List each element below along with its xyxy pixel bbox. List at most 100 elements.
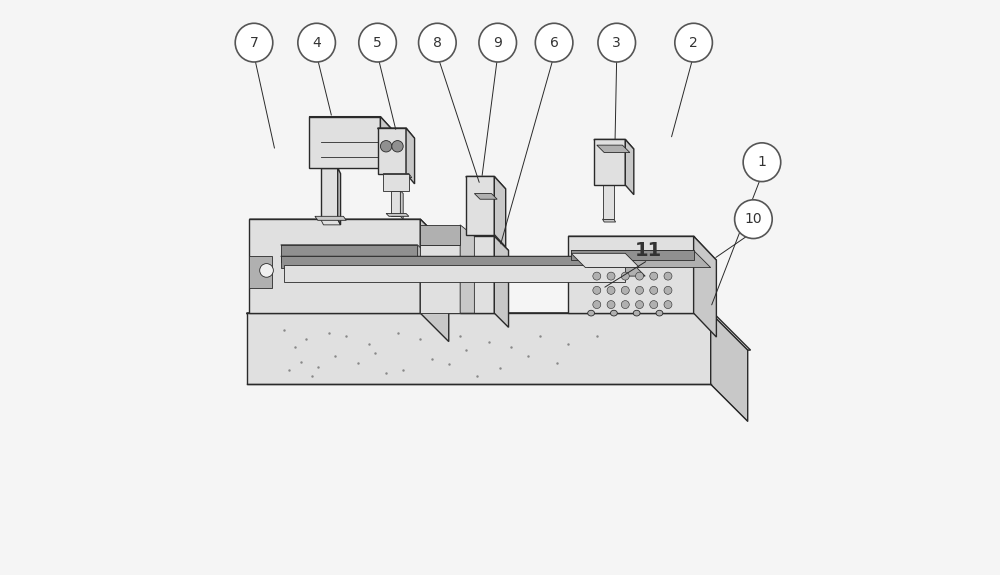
Polygon shape bbox=[594, 140, 634, 149]
Polygon shape bbox=[594, 140, 625, 185]
Ellipse shape bbox=[656, 310, 663, 316]
Polygon shape bbox=[391, 191, 400, 216]
Ellipse shape bbox=[298, 23, 335, 62]
Polygon shape bbox=[338, 168, 341, 225]
Polygon shape bbox=[420, 245, 460, 313]
Circle shape bbox=[664, 258, 672, 266]
Polygon shape bbox=[247, 313, 711, 384]
Polygon shape bbox=[281, 256, 645, 276]
Text: 1: 1 bbox=[758, 155, 766, 169]
Polygon shape bbox=[568, 236, 694, 313]
Polygon shape bbox=[378, 128, 406, 174]
Ellipse shape bbox=[743, 143, 781, 182]
Circle shape bbox=[636, 258, 644, 266]
Polygon shape bbox=[568, 236, 716, 260]
Circle shape bbox=[650, 272, 658, 280]
Polygon shape bbox=[474, 194, 497, 199]
Circle shape bbox=[664, 272, 672, 280]
Polygon shape bbox=[711, 313, 748, 421]
Polygon shape bbox=[694, 236, 716, 337]
Polygon shape bbox=[383, 174, 412, 178]
Polygon shape bbox=[460, 225, 474, 313]
Polygon shape bbox=[247, 313, 748, 350]
Polygon shape bbox=[386, 213, 409, 216]
Polygon shape bbox=[602, 219, 616, 222]
Polygon shape bbox=[383, 174, 409, 191]
Polygon shape bbox=[281, 245, 417, 262]
Circle shape bbox=[260, 263, 273, 277]
Ellipse shape bbox=[535, 23, 573, 62]
Polygon shape bbox=[315, 216, 346, 220]
Circle shape bbox=[607, 286, 615, 294]
Text: 11: 11 bbox=[634, 241, 662, 260]
Ellipse shape bbox=[735, 200, 772, 239]
Circle shape bbox=[636, 301, 644, 309]
Text: 2: 2 bbox=[689, 36, 698, 49]
Ellipse shape bbox=[598, 23, 636, 62]
Circle shape bbox=[593, 286, 601, 294]
Circle shape bbox=[650, 286, 658, 294]
Circle shape bbox=[664, 286, 672, 294]
Circle shape bbox=[607, 258, 615, 266]
Circle shape bbox=[621, 286, 629, 294]
Polygon shape bbox=[400, 191, 403, 219]
Circle shape bbox=[593, 258, 601, 266]
Polygon shape bbox=[378, 128, 415, 139]
Polygon shape bbox=[571, 254, 640, 267]
Polygon shape bbox=[466, 177, 506, 189]
Polygon shape bbox=[571, 251, 711, 267]
Polygon shape bbox=[571, 251, 694, 260]
Circle shape bbox=[650, 301, 658, 309]
Ellipse shape bbox=[479, 23, 517, 62]
Ellipse shape bbox=[675, 23, 712, 62]
Polygon shape bbox=[494, 236, 509, 327]
Circle shape bbox=[621, 258, 629, 266]
Polygon shape bbox=[625, 140, 634, 195]
Polygon shape bbox=[309, 117, 380, 168]
Polygon shape bbox=[249, 256, 272, 288]
Text: 5: 5 bbox=[373, 36, 382, 49]
Polygon shape bbox=[321, 168, 338, 219]
Polygon shape bbox=[406, 128, 415, 184]
Circle shape bbox=[607, 272, 615, 280]
Circle shape bbox=[593, 301, 601, 309]
Text: 10: 10 bbox=[745, 212, 762, 226]
Circle shape bbox=[650, 258, 658, 266]
Ellipse shape bbox=[610, 310, 617, 316]
Circle shape bbox=[593, 272, 601, 280]
Text: 9: 9 bbox=[493, 36, 502, 49]
Polygon shape bbox=[466, 177, 494, 235]
Polygon shape bbox=[420, 225, 460, 245]
Polygon shape bbox=[309, 117, 392, 129]
Circle shape bbox=[621, 301, 629, 309]
Ellipse shape bbox=[235, 23, 273, 62]
Circle shape bbox=[607, 301, 615, 309]
Circle shape bbox=[392, 140, 403, 152]
Polygon shape bbox=[380, 117, 392, 181]
Polygon shape bbox=[494, 177, 506, 247]
Circle shape bbox=[621, 272, 629, 280]
Polygon shape bbox=[460, 236, 509, 251]
Text: 4: 4 bbox=[312, 36, 321, 49]
Ellipse shape bbox=[633, 310, 640, 316]
Polygon shape bbox=[597, 145, 630, 152]
Polygon shape bbox=[321, 219, 341, 225]
Polygon shape bbox=[249, 219, 449, 248]
Ellipse shape bbox=[359, 23, 396, 62]
Polygon shape bbox=[281, 245, 440, 267]
Text: 8: 8 bbox=[433, 36, 442, 49]
Circle shape bbox=[636, 272, 644, 280]
Text: 3: 3 bbox=[612, 36, 621, 49]
Polygon shape bbox=[460, 236, 494, 313]
Text: 7: 7 bbox=[250, 36, 258, 49]
Polygon shape bbox=[247, 313, 751, 350]
Polygon shape bbox=[281, 256, 625, 267]
Circle shape bbox=[636, 286, 644, 294]
Polygon shape bbox=[602, 174, 614, 219]
Polygon shape bbox=[420, 219, 449, 342]
Text: 6: 6 bbox=[550, 36, 559, 49]
Ellipse shape bbox=[588, 310, 595, 316]
Circle shape bbox=[380, 140, 392, 152]
Polygon shape bbox=[284, 264, 625, 282]
Ellipse shape bbox=[419, 23, 456, 62]
